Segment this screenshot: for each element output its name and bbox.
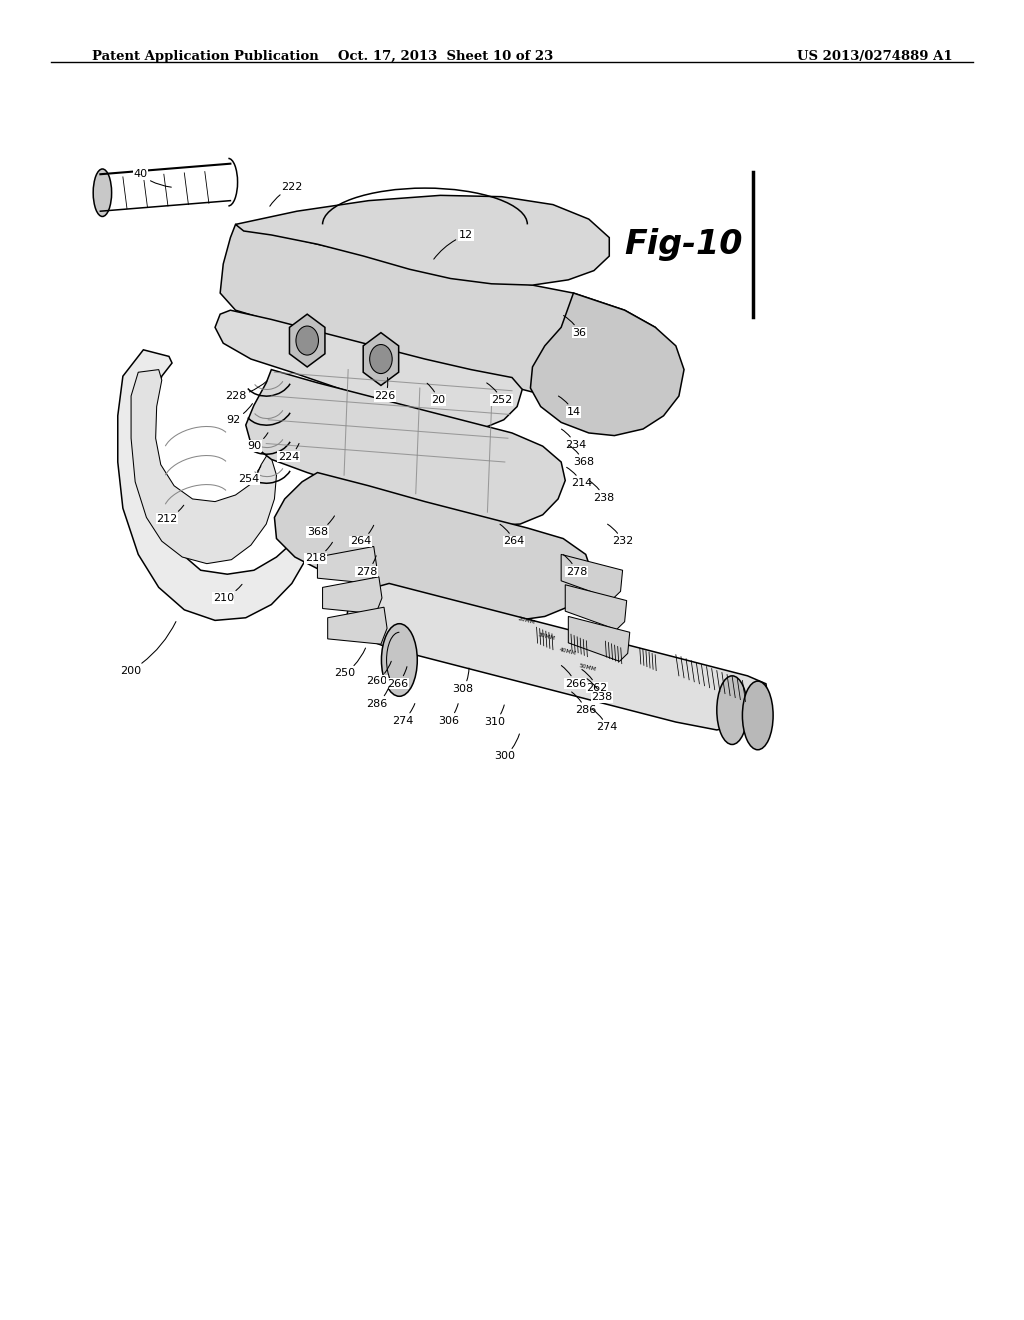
Text: 20: 20: [427, 383, 445, 405]
Text: 228: 228: [225, 380, 267, 401]
Text: 40MM: 40MM: [558, 648, 577, 656]
Text: 40: 40: [133, 169, 171, 187]
Text: 226: 226: [375, 378, 395, 401]
Text: US 2013/0274889 A1: US 2013/0274889 A1: [797, 50, 952, 63]
Text: 214: 214: [566, 467, 592, 488]
Polygon shape: [274, 473, 592, 620]
Circle shape: [296, 326, 318, 355]
Polygon shape: [530, 293, 684, 436]
Text: 274: 274: [592, 709, 617, 733]
Polygon shape: [364, 333, 398, 385]
Text: 212: 212: [157, 506, 183, 524]
Text: 90: 90: [247, 433, 268, 451]
Text: 308: 308: [453, 668, 473, 694]
Polygon shape: [131, 370, 276, 564]
Polygon shape: [236, 195, 609, 285]
Text: 278: 278: [356, 556, 377, 577]
Polygon shape: [215, 310, 522, 429]
Text: 260: 260: [367, 661, 391, 686]
Text: 368: 368: [307, 516, 335, 537]
Text: 264: 264: [350, 525, 374, 546]
Text: 222: 222: [269, 182, 302, 206]
Text: 30MM: 30MM: [538, 632, 556, 640]
Text: 224: 224: [279, 444, 299, 462]
Polygon shape: [328, 607, 387, 644]
Text: 306: 306: [438, 704, 459, 726]
Text: 92: 92: [226, 404, 253, 425]
Text: 210: 210: [213, 585, 242, 603]
Polygon shape: [317, 546, 377, 583]
Ellipse shape: [717, 676, 748, 744]
Text: 218: 218: [305, 543, 333, 564]
Text: 238: 238: [589, 480, 614, 503]
Text: 266: 266: [561, 665, 586, 689]
Polygon shape: [246, 370, 565, 525]
Polygon shape: [118, 350, 312, 620]
Text: Patent Application Publication: Patent Application Publication: [92, 50, 318, 63]
Text: 238: 238: [587, 678, 612, 702]
Text: 300: 300: [495, 734, 519, 762]
Text: 252: 252: [486, 383, 512, 405]
Text: 200: 200: [121, 622, 176, 676]
Polygon shape: [290, 314, 325, 367]
Text: 14: 14: [558, 396, 581, 417]
Ellipse shape: [381, 624, 418, 697]
Text: 254: 254: [239, 466, 261, 484]
Polygon shape: [561, 554, 623, 599]
Text: Oct. 17, 2013  Sheet 10 of 23: Oct. 17, 2013 Sheet 10 of 23: [338, 50, 553, 63]
Text: Fig-10: Fig-10: [624, 227, 742, 261]
Text: 250: 250: [335, 648, 366, 678]
Polygon shape: [323, 577, 382, 614]
Text: 286: 286: [367, 686, 389, 709]
Text: 36: 36: [563, 315, 587, 338]
Text: 274: 274: [392, 704, 415, 726]
Text: 12: 12: [434, 230, 473, 259]
Text: 264: 264: [500, 524, 524, 546]
Text: 310: 310: [484, 705, 505, 727]
Text: 234: 234: [561, 429, 586, 450]
Text: 278: 278: [563, 554, 587, 577]
Ellipse shape: [93, 169, 112, 216]
Text: 368: 368: [568, 445, 594, 467]
Circle shape: [370, 345, 392, 374]
Text: 50MM: 50MM: [579, 664, 597, 672]
Polygon shape: [346, 583, 768, 730]
Text: 286: 286: [571, 692, 596, 715]
Ellipse shape: [742, 681, 773, 750]
Polygon shape: [565, 585, 627, 630]
Text: 20MM: 20MM: [517, 616, 536, 624]
Text: 232: 232: [607, 524, 633, 546]
Text: 266: 266: [387, 667, 408, 689]
Polygon shape: [220, 224, 666, 403]
Text: 262: 262: [582, 669, 607, 693]
Polygon shape: [568, 616, 630, 661]
